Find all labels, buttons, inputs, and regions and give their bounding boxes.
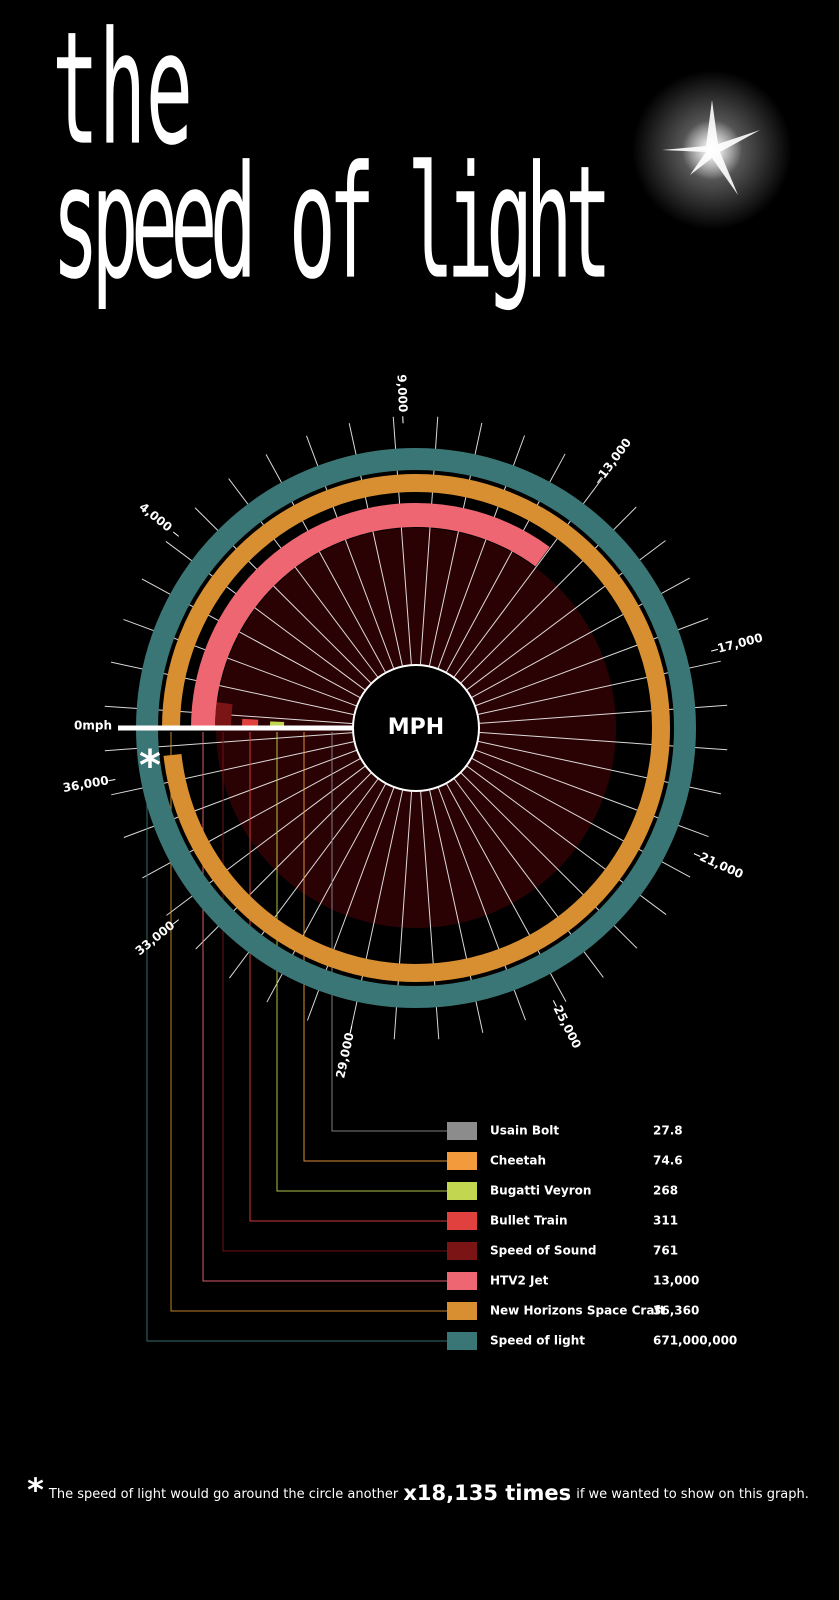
tick-mark: [596, 476, 602, 484]
title-line: speed of light: [52, 134, 612, 315]
legend-label: Bugatti Veyron: [490, 1184, 591, 1198]
legend-swatch: [447, 1122, 477, 1140]
leader-line: [202, 732, 447, 1282]
footnote-marker: *: [27, 1471, 44, 1509]
radial-plot: Usain Bolt 27.8 Cheetah 74.6 Bugatti Veyron 2…: [62, 374, 764, 1350]
tick-mark: [349, 1026, 353, 1034]
legend-swatch: [447, 1302, 477, 1320]
leader-line: [331, 732, 447, 1132]
legend-swatch: [447, 1332, 477, 1350]
legend-swatch: [447, 1212, 477, 1230]
legend-label: Bullet Train: [490, 1214, 568, 1228]
tick-mark: [172, 531, 180, 537]
tick-mark: [172, 919, 180, 925]
tick-mark: [552, 1000, 557, 1007]
legend-value: 671,000,000: [653, 1334, 737, 1348]
legend-label: HTV2 Jet: [490, 1274, 549, 1288]
leader-line: [276, 732, 447, 1192]
leader-line: [303, 732, 447, 1162]
legend-swatch: [447, 1152, 477, 1170]
tick-label: 9,000: [394, 374, 410, 413]
legend-value: 27.8: [653, 1124, 683, 1138]
star: [632, 70, 792, 230]
title-line: the: [52, 0, 193, 181]
legend-swatch: [447, 1242, 477, 1260]
legend-label: Cheetah: [490, 1154, 546, 1168]
legend-value: 36,360: [653, 1304, 699, 1318]
leader-line: [146, 732, 447, 1342]
legend-label: Speed of light: [490, 1334, 585, 1348]
legend-value: 311: [653, 1214, 678, 1228]
legend-label: Speed of Sound: [490, 1244, 596, 1258]
center-circle: [352, 664, 480, 792]
center-label: MPH: [388, 715, 444, 740]
asterisk: *: [139, 741, 161, 790]
footnote: * The speed of light would go around the…: [27, 1471, 809, 1509]
legend-value: 761: [653, 1244, 678, 1258]
legend-swatch: [447, 1182, 477, 1200]
legend-value: 74.6: [653, 1154, 683, 1168]
legend-label: Usain Bolt: [490, 1124, 559, 1138]
footnote-text: The speed of light would go around the c…: [48, 1487, 399, 1502]
legend-value: 268: [653, 1184, 678, 1198]
footnote-emphasis: x18,135 times: [403, 1481, 571, 1505]
tick-mark: [693, 853, 701, 857]
tick-label: 0mph: [74, 719, 112, 733]
legend-swatch: [447, 1272, 477, 1290]
leader-line: [249, 732, 447, 1222]
leader-line: [170, 732, 447, 1312]
tick-mark: [108, 779, 116, 782]
footnote-text: if we wanted to show on this graph.: [576, 1487, 809, 1502]
legend-label: New Horizons Space Craft: [490, 1304, 666, 1318]
legend-value: 13,000: [653, 1274, 699, 1288]
tick-mark: [711, 648, 719, 652]
